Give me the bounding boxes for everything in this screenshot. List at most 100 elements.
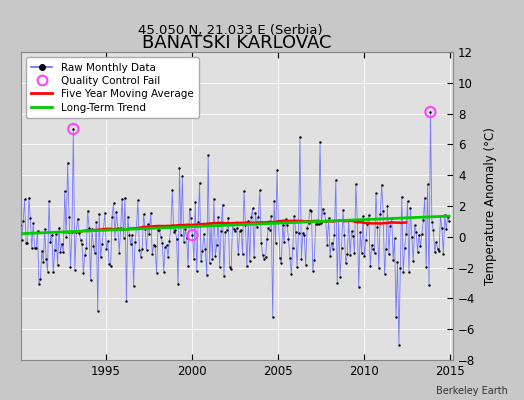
Point xyxy=(122,298,130,304)
Point xyxy=(294,229,303,236)
Point xyxy=(110,200,118,206)
Point xyxy=(287,271,296,277)
Point xyxy=(77,236,85,243)
Point xyxy=(337,245,346,252)
Point xyxy=(283,222,291,228)
Point xyxy=(415,232,423,238)
Legend: Raw Monthly Data, Quality Control Fail, Five Year Moving Average, Long-Term Tren: Raw Monthly Data, Quality Control Fail, … xyxy=(26,57,199,118)
Point xyxy=(131,239,139,246)
Point xyxy=(285,235,293,242)
Point xyxy=(188,232,196,238)
Point xyxy=(379,208,387,214)
Point xyxy=(400,244,409,251)
Point xyxy=(261,254,270,260)
Point xyxy=(67,264,75,270)
Point xyxy=(241,222,249,228)
Point xyxy=(422,264,430,270)
Point xyxy=(326,253,334,259)
Point xyxy=(418,231,426,237)
Point xyxy=(16,221,25,228)
Point xyxy=(230,226,238,233)
Point xyxy=(115,250,124,256)
Point xyxy=(390,235,399,242)
Point xyxy=(254,213,263,220)
Point xyxy=(148,251,157,257)
Point xyxy=(79,270,88,276)
Point xyxy=(350,250,358,256)
Point xyxy=(442,226,451,232)
Point xyxy=(425,282,433,288)
Point xyxy=(289,245,297,251)
Point xyxy=(157,234,165,240)
Point xyxy=(213,242,221,248)
Point xyxy=(135,246,144,253)
Point xyxy=(339,207,347,213)
Point xyxy=(56,248,64,255)
Point xyxy=(221,229,230,236)
Point xyxy=(323,241,331,248)
Point xyxy=(180,238,188,245)
Point xyxy=(43,268,52,275)
Point xyxy=(304,220,313,226)
Point xyxy=(214,214,222,220)
Point xyxy=(357,250,366,256)
Point xyxy=(286,254,294,261)
Point xyxy=(124,213,132,220)
Point xyxy=(257,240,266,246)
Point xyxy=(81,251,89,258)
Point xyxy=(383,202,391,209)
Point xyxy=(105,261,113,267)
Point xyxy=(426,109,434,115)
Point xyxy=(376,211,385,217)
Point xyxy=(290,212,298,219)
Point xyxy=(59,248,68,255)
Point xyxy=(367,242,376,248)
Point xyxy=(210,196,218,202)
Point xyxy=(309,268,317,274)
Point xyxy=(95,211,103,217)
Point xyxy=(178,173,187,179)
Point xyxy=(91,250,99,257)
Point xyxy=(151,243,159,250)
Point xyxy=(22,239,30,246)
Point xyxy=(431,249,439,255)
Point xyxy=(203,272,211,278)
Point xyxy=(69,126,78,132)
Point xyxy=(28,245,36,252)
Point xyxy=(50,247,59,254)
Point xyxy=(192,268,201,274)
Point xyxy=(190,256,198,262)
Point xyxy=(219,201,227,208)
Point xyxy=(403,198,412,204)
Point xyxy=(164,253,172,260)
Point xyxy=(101,210,109,216)
Point xyxy=(106,263,115,270)
Point xyxy=(65,213,73,220)
Point xyxy=(159,268,168,275)
Point xyxy=(55,224,63,231)
Point xyxy=(108,214,116,220)
Point xyxy=(276,255,284,261)
Point xyxy=(356,229,364,236)
Point xyxy=(344,217,353,223)
Point xyxy=(362,236,370,243)
Point xyxy=(303,225,311,231)
Point xyxy=(429,227,438,233)
Point xyxy=(377,181,386,188)
Point xyxy=(35,281,43,287)
Point xyxy=(152,270,161,276)
Point xyxy=(402,230,410,237)
Point xyxy=(137,254,145,260)
Point xyxy=(386,223,395,229)
Point xyxy=(297,255,305,262)
Point xyxy=(274,218,282,224)
Point xyxy=(195,180,204,186)
Point xyxy=(225,264,234,270)
Point xyxy=(201,246,210,252)
Point xyxy=(432,239,440,245)
Point xyxy=(438,225,446,231)
Point xyxy=(19,218,27,224)
Point xyxy=(30,245,39,252)
Point xyxy=(134,197,142,204)
Point xyxy=(412,229,420,235)
